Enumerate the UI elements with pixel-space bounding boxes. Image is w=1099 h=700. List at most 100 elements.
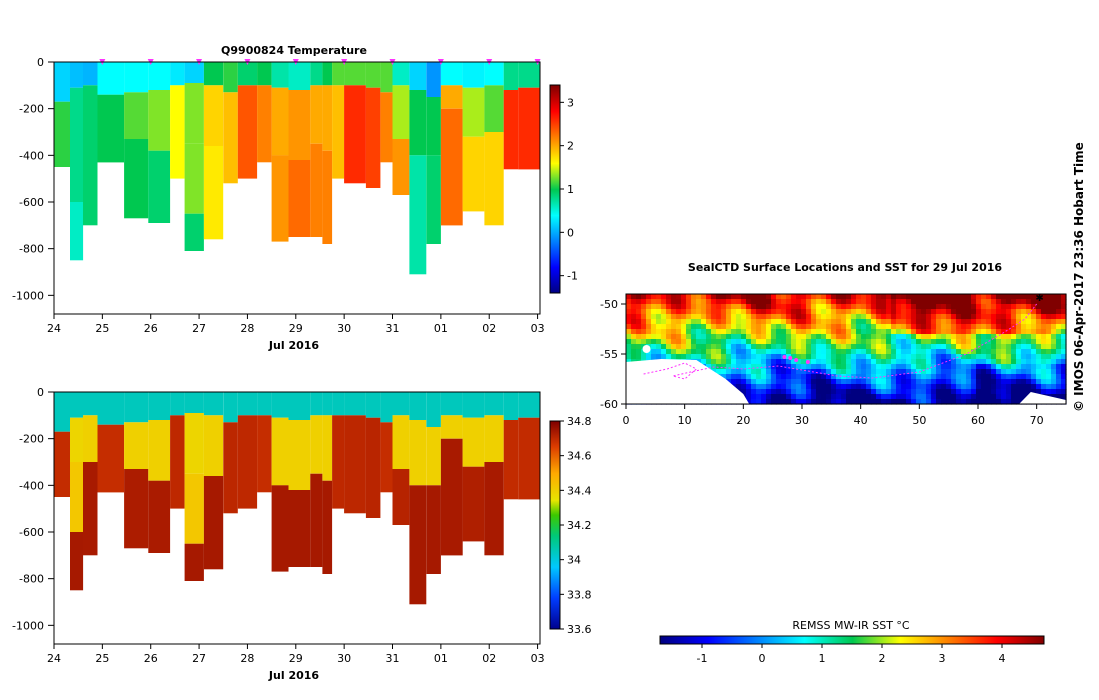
sst-cell: [871, 354, 877, 360]
salinity-colorbar-strip: [550, 536, 560, 538]
sst-cell: [831, 309, 837, 315]
salinity-colorbar-strip: [550, 468, 560, 470]
temperature-cell: [440, 85, 463, 109]
salinity-colorbar-strip: [550, 584, 560, 586]
sst-colorbar-strip: [934, 636, 936, 644]
sst-cell: [746, 379, 752, 385]
sst-cell: [721, 299, 727, 305]
sst-cell: [821, 304, 827, 310]
sst-cell: [761, 364, 767, 370]
sst-cell: [761, 344, 767, 350]
sst-cell: [711, 294, 717, 300]
temperature-x-tick-label: 02: [482, 322, 496, 335]
sst-cell: [1016, 364, 1022, 370]
sst-colorbar-strip: [1016, 636, 1018, 644]
sst-colorbar-strip: [938, 636, 940, 644]
sst-colorbar-strip: [883, 636, 885, 644]
sst-cell: [806, 379, 812, 385]
salinity-colorbar-strip: [550, 465, 560, 467]
sst-colorbar-strip: [1020, 636, 1022, 644]
sst-cell: [636, 344, 642, 350]
salinity-colorbar-strip: [550, 626, 560, 628]
sst-cell: [831, 394, 837, 400]
temperature-cell: [426, 155, 441, 244]
sst-cell: [736, 319, 742, 325]
sst-cell: [801, 349, 807, 355]
sst-cell: [1061, 349, 1067, 355]
temperature-cell: [518, 87, 540, 170]
sst-cell: [651, 344, 657, 350]
sst-cell: [821, 384, 827, 390]
salinity-colorbar-strip: [550, 451, 560, 453]
temperature-colorbar-strip: [550, 123, 560, 125]
sst-cell: [966, 374, 972, 380]
salinity-colorbar-strip: [550, 604, 560, 606]
sst-cell: [751, 304, 757, 310]
sst-cell: [641, 354, 647, 360]
sst-cell: [871, 364, 877, 370]
sst-cell: [806, 339, 812, 345]
sst-cell: [946, 349, 952, 355]
sst-cell: [776, 359, 782, 365]
sst-cell: [671, 349, 677, 355]
sst-cell: [1036, 309, 1042, 315]
salinity-colorbar-strip: [550, 564, 560, 566]
salinity-colorbar-strip: [550, 620, 560, 622]
sst-cell: [716, 369, 722, 375]
temperature-colorbar-strip: [550, 92, 560, 94]
sst-colorbar-strip: [822, 636, 824, 644]
sst-cell: [986, 329, 992, 335]
sst-colorbar-strip: [837, 636, 839, 644]
sst-cell: [781, 334, 787, 340]
sst-colorbar-strip: [1029, 636, 1031, 644]
sst-cell: [776, 384, 782, 390]
salinity-cell: [170, 392, 185, 416]
sst-cell: [1061, 319, 1067, 325]
sst-cell: [1011, 339, 1017, 345]
sst-cell: [896, 359, 902, 365]
temperature-cell: [54, 62, 70, 102]
sst-cell: [961, 399, 967, 405]
salinity-cell: [257, 392, 272, 416]
sst-cell: [771, 334, 777, 340]
sst-colorbar-strip: [1006, 636, 1008, 644]
temperature-colorbar-strip: [550, 284, 560, 286]
sst-cell: [856, 329, 862, 335]
sst-cell: [926, 334, 932, 340]
sst-cell: [1006, 329, 1012, 335]
sst-cell: [856, 394, 862, 400]
sst-colorbar-strip: [710, 636, 712, 644]
salinity-y-tick-label: -800: [19, 573, 44, 586]
salinity-colorbar-strip: [550, 422, 560, 424]
sst-cell: [971, 359, 977, 365]
sst-cell: [741, 329, 747, 335]
sst-cell: [1011, 294, 1017, 300]
sst-colorbar-strip: [719, 636, 721, 644]
sst-cell: [951, 369, 957, 375]
temperature-colorbar-strip: [550, 224, 560, 226]
sst-cell: [956, 294, 962, 300]
sst-cell: [636, 349, 642, 355]
sst-cell: [706, 309, 712, 315]
sst-cell: [676, 299, 682, 305]
sst-colorbar-strip: [966, 636, 968, 644]
sst-cell: [896, 314, 902, 320]
sst-colorbar-strip: [748, 636, 750, 644]
sst-cell: [806, 369, 812, 375]
sst-cell: [786, 344, 792, 350]
sst-cell: [986, 354, 992, 360]
temperature-colorbar-strip: [550, 234, 560, 236]
sst-cell: [831, 299, 837, 305]
sst-colorbar-strip: [691, 636, 693, 644]
salinity-colorbar-strip: [550, 431, 560, 433]
sst-colorbar-strip: [725, 636, 727, 644]
salinity-cell: [203, 392, 224, 416]
temperature-cell: [426, 97, 441, 156]
sst-cell: [1031, 354, 1037, 360]
sst-cell: [991, 394, 997, 400]
sst-colorbar-strip: [1025, 636, 1027, 644]
sst-cell: [931, 314, 937, 320]
salinity-colorbar-strip: [550, 524, 560, 526]
sst-cell: [916, 364, 922, 370]
sst-cell: [706, 349, 712, 355]
